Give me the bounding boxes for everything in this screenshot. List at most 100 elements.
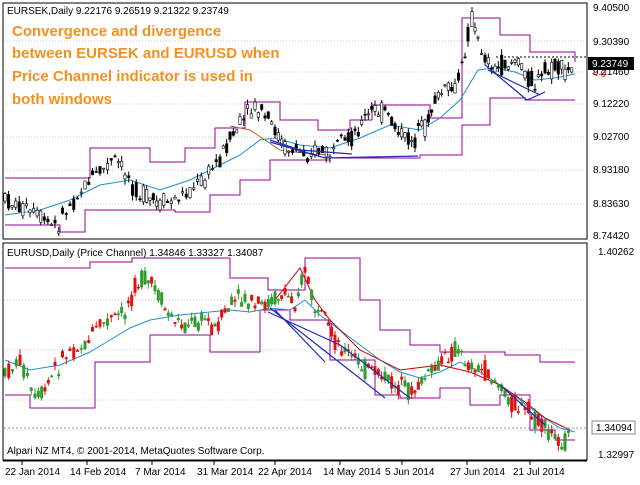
candle-body <box>443 351 447 354</box>
candle-body <box>513 395 517 411</box>
candle-body <box>141 185 145 203</box>
candle-body <box>553 434 557 439</box>
candle-body <box>500 54 504 76</box>
main-current-price-label <box>588 57 634 70</box>
candle-body <box>87 340 91 344</box>
candle-body <box>98 319 102 327</box>
x-tick-label: 14 Feb 2014 <box>70 467 127 478</box>
candle-body <box>280 295 284 299</box>
candle-body <box>330 326 334 337</box>
candle-body <box>473 27 477 32</box>
candle-body <box>130 294 134 307</box>
main-divergence-line <box>487 69 541 96</box>
candle-body <box>120 161 124 167</box>
candle-body <box>503 59 507 69</box>
candle-body <box>91 170 95 176</box>
candle-body <box>21 203 25 217</box>
candle-body <box>303 266 307 273</box>
candle-body <box>29 387 33 391</box>
candle-body <box>563 433 567 451</box>
candle-body <box>298 151 302 153</box>
candle-body <box>106 318 110 326</box>
candle-body <box>430 109 434 113</box>
candle-body <box>153 285 157 292</box>
candle-body <box>57 231 61 234</box>
candle-body <box>506 66 510 70</box>
candle-body <box>266 298 270 308</box>
candle-body <box>146 280 150 284</box>
candle-body <box>213 323 217 327</box>
candle-body <box>456 349 460 354</box>
main-y-tick-label: 8.93180 <box>593 165 630 176</box>
candle-body <box>413 137 417 149</box>
candle-body <box>72 198 76 210</box>
candle-body <box>533 411 537 429</box>
candle-body <box>335 139 339 142</box>
candle-body <box>263 301 267 311</box>
candle-body <box>210 324 214 336</box>
candle-body <box>102 167 106 170</box>
candle-body <box>380 102 384 123</box>
candle-body <box>40 386 44 399</box>
candle-body <box>336 339 340 343</box>
candle-body <box>416 381 420 390</box>
candle-body <box>516 58 520 66</box>
main-y-tick-label: 9.12220 <box>593 99 630 110</box>
x-tick-label: 5 Jun 2014 <box>385 467 435 478</box>
candle-body <box>266 111 270 119</box>
candle-body <box>46 379 50 384</box>
candle-body <box>126 300 130 304</box>
sub-ma-line <box>4 299 576 433</box>
candle-body <box>60 207 64 214</box>
sub-price-axis[interactable]: 1.40262 1.32997 <box>598 247 635 461</box>
candle-body <box>294 144 298 151</box>
candle-body <box>18 354 22 366</box>
candle-body <box>460 350 464 353</box>
candle-body <box>423 119 427 137</box>
candle-body <box>106 163 110 171</box>
candle-body <box>203 318 207 320</box>
candle-body <box>131 184 135 196</box>
candle-body <box>43 387 47 392</box>
candle-body <box>246 104 250 109</box>
candle-body <box>253 101 257 110</box>
candle-body <box>540 73 544 77</box>
candle-body <box>14 359 18 367</box>
candle-body <box>133 277 137 293</box>
main-y-tick-label: 9.21460 <box>593 67 630 78</box>
candle-body <box>98 166 102 174</box>
candle-body <box>393 123 397 130</box>
sub-divergence-line <box>274 309 326 363</box>
main-price-axis[interactable]: 9.40500 9.30390 9.21460 9.12220 9.02700 … <box>593 3 630 242</box>
candle-body <box>350 354 354 357</box>
candle-body <box>123 174 127 180</box>
candle-body <box>483 54 487 63</box>
candle-body <box>553 58 557 71</box>
candle-body <box>109 314 113 318</box>
main-candles[interactable] <box>3 7 574 236</box>
candle-body <box>228 131 232 140</box>
sub-candles[interactable] <box>3 266 570 452</box>
candle-body <box>242 118 246 121</box>
sub-y-tick-label: 1.32997 <box>598 450 635 461</box>
candle-body <box>180 324 184 329</box>
candle-body <box>353 128 357 131</box>
annotation-line-3: Price Channel indicator is used in <box>12 68 253 85</box>
candle-body <box>199 175 203 186</box>
candle-body <box>206 318 210 322</box>
candle-body <box>240 301 244 307</box>
candle-body <box>116 161 120 164</box>
candle-body <box>370 366 374 369</box>
candle-body <box>287 151 291 153</box>
candle-body <box>216 321 220 332</box>
time-axis[interactable]: 22 Jan 2014 14 Feb 2014 7 Mar 2014 31 Ma… <box>5 461 565 478</box>
candle-body <box>183 322 187 333</box>
x-tick-label: 7 Mar 2014 <box>135 467 186 478</box>
candle-body <box>490 380 494 384</box>
candle-body <box>113 155 117 158</box>
candle-body <box>283 141 287 155</box>
candle-body <box>263 115 267 119</box>
candle-body <box>270 296 274 305</box>
candle-body <box>276 299 280 301</box>
